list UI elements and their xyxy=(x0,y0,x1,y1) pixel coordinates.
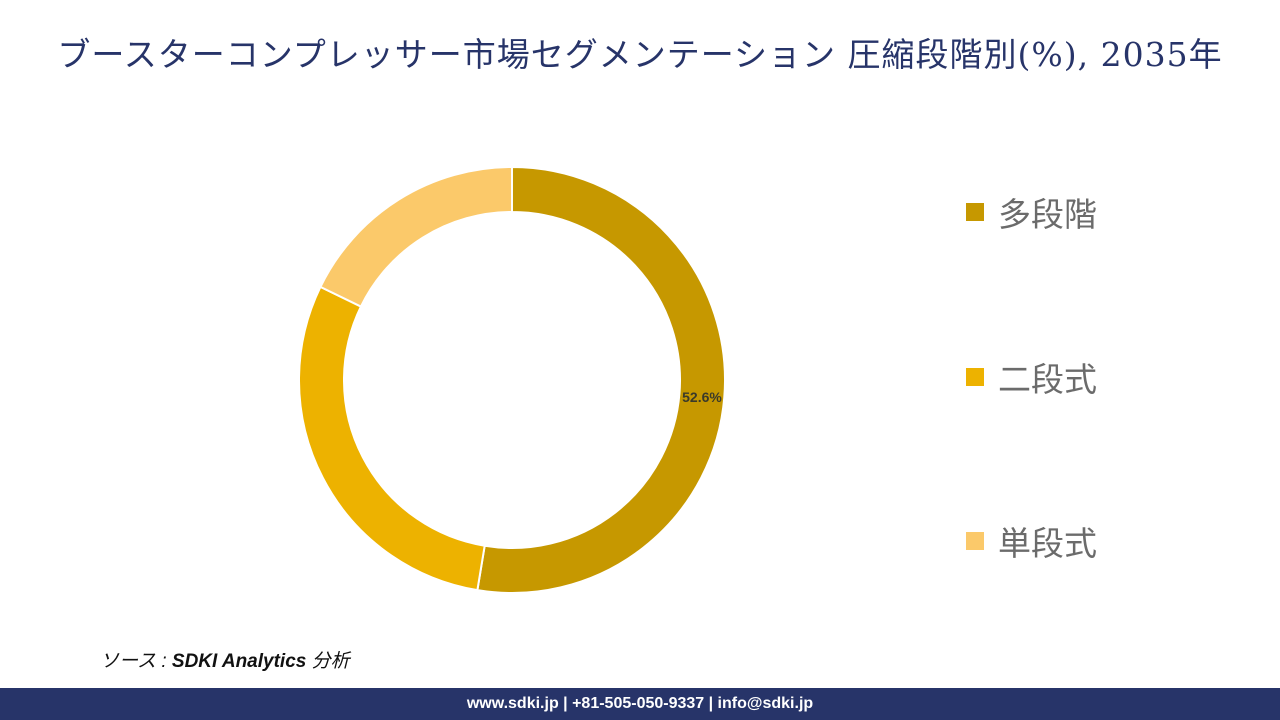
source-brand: SDKI Analytics xyxy=(171,651,307,672)
footer-bar: www.sdki.jp | +81-505-050-9337 | info@sd… xyxy=(0,688,1280,720)
chart-title: ブースターコンプレッサー市場セグメンテーション 圧縮段階別(%), 2035年 xyxy=(57,35,1223,74)
source-note: ソース : SDKI Analytics 分析 xyxy=(100,646,350,673)
legend-item-two-stage: 二段式 xyxy=(966,353,1097,401)
segment-two-stage xyxy=(298,285,486,592)
source-prefix: ソース : xyxy=(100,651,167,672)
legend-swatch-multi-stage xyxy=(966,203,984,221)
segment-single-stage xyxy=(319,165,513,308)
legend-swatch-single-stage xyxy=(966,532,984,550)
data-label-multi-stage: 52.6% xyxy=(682,389,722,405)
donut-segments xyxy=(298,165,726,594)
legend-label: 多段階 xyxy=(998,195,1097,234)
legend-label: 二段式 xyxy=(998,360,1097,399)
legend-item-single-stage: 単段式 xyxy=(966,517,1097,565)
source-suffix: 分析 xyxy=(311,651,350,672)
segment-multi-stage xyxy=(476,165,726,594)
footer-contact: www.sdki.jp | +81-505-050-9337 | info@sd… xyxy=(466,695,814,712)
legend-item-multi-stage: 多段階 xyxy=(966,188,1097,236)
legend-swatch-two-stage xyxy=(966,368,984,386)
legend-label: 単段式 xyxy=(998,524,1097,563)
